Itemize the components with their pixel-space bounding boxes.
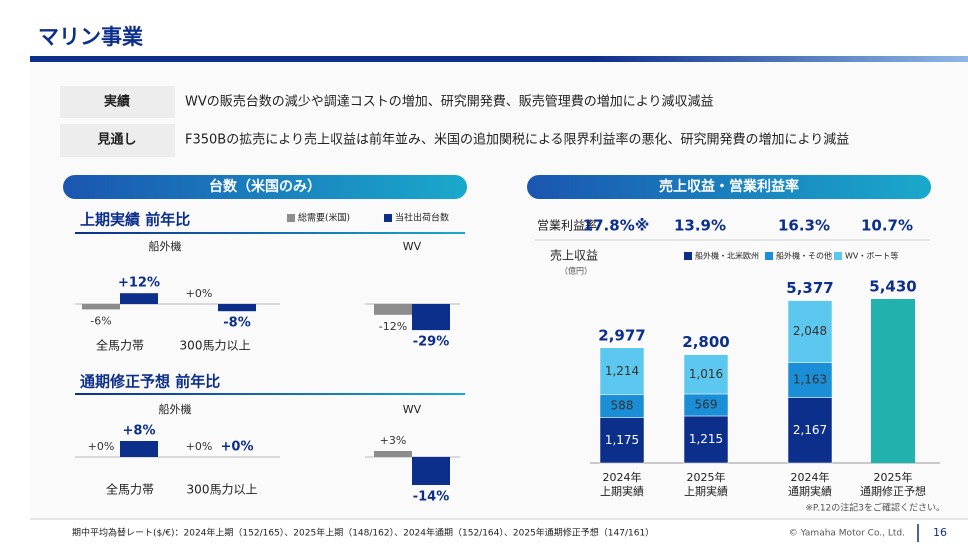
segment-label: 1,214 bbox=[605, 364, 639, 378]
bar-segment bbox=[683, 415, 729, 464]
legend-label: 当社出荷台数 bbox=[395, 212, 449, 224]
chart-title: 通期修正予想 前年比 bbox=[80, 373, 220, 391]
value-label: +0% bbox=[186, 440, 213, 453]
category-label: 2025年 bbox=[874, 470, 913, 484]
bar bbox=[82, 304, 120, 310]
value-label: +0% bbox=[221, 440, 254, 455]
y-axis-unit: （億円） bbox=[560, 266, 592, 276]
bar-segment bbox=[787, 397, 833, 464]
bar bbox=[120, 441, 158, 457]
category-label: 通期修正予想 bbox=[860, 484, 926, 498]
bar-segment bbox=[787, 362, 833, 398]
segment-label: 2,167 bbox=[793, 423, 827, 437]
panel-header bbox=[527, 175, 931, 199]
total-label: 5,377 bbox=[786, 279, 833, 297]
bar-segment bbox=[599, 347, 645, 396]
category-label: 2025年 bbox=[687, 470, 726, 484]
value-label: -12% bbox=[379, 320, 407, 333]
category-label: 通期実績 bbox=[788, 484, 832, 498]
value-label: +0% bbox=[186, 287, 213, 300]
y-axis-label: 売上収益 bbox=[550, 248, 598, 263]
value-label: -6% bbox=[90, 314, 111, 327]
summary-label-box bbox=[60, 86, 175, 118]
value-label: +3% bbox=[380, 434, 407, 447]
chart-subtitle: WV bbox=[403, 403, 422, 416]
chart-title: 上期実績 前年比 bbox=[80, 211, 190, 229]
summary-label-box bbox=[60, 124, 175, 157]
margin-value: 16.3% bbox=[778, 217, 830, 235]
chart-subtitle: 船外機 bbox=[149, 239, 182, 253]
page-title: マリン事業 bbox=[38, 25, 144, 49]
margin-value: 17.8%※ bbox=[583, 217, 650, 235]
legend-swatch bbox=[834, 252, 842, 260]
margin-value: 13.9% bbox=[674, 217, 726, 235]
segment-label: 1,016 bbox=[689, 367, 723, 381]
summary-label: 実績 bbox=[104, 94, 130, 110]
segment-label: 1,163 bbox=[793, 372, 827, 386]
category-label: 上期実績 bbox=[600, 484, 644, 498]
category-label: 全馬力帯 bbox=[96, 338, 144, 353]
legend-swatch bbox=[384, 214, 392, 222]
total-label: 2,800 bbox=[682, 333, 729, 351]
legend-label: 船外機・その他 bbox=[776, 251, 832, 261]
note: ※P.12の注記3をご確認ください。 bbox=[805, 502, 945, 514]
segment-label: 1,215 bbox=[689, 432, 723, 446]
category-label: 300馬力以上 bbox=[187, 483, 258, 497]
margin-value: 10.7% bbox=[861, 217, 913, 235]
margin-title: 営業利益率 bbox=[537, 218, 597, 233]
value-label: +12% bbox=[118, 276, 160, 291]
summary-text: WVの販売台数の減少や調達コストの増加、研究開発費、販売管理費の増加により減収減… bbox=[185, 94, 714, 110]
bar bbox=[120, 293, 158, 304]
bar bbox=[374, 304, 412, 315]
legend-swatch bbox=[287, 214, 295, 222]
section-rule bbox=[75, 232, 465, 234]
page-number: 16 bbox=[933, 526, 947, 539]
value-label: -8% bbox=[223, 316, 250, 331]
bar-segment bbox=[787, 300, 833, 363]
header-rule bbox=[30, 56, 968, 62]
chart-subtitle: 船外機 bbox=[159, 402, 192, 416]
fx-note: 期中平均為替レート($/€)：2024年上期（152/165）、2025年上期（… bbox=[72, 527, 654, 539]
bar bbox=[871, 299, 915, 463]
section-rule bbox=[75, 393, 465, 395]
legend-label: 船外機・北米欧州 bbox=[695, 251, 759, 261]
panel-title: 台数（米国のみ） bbox=[209, 178, 321, 195]
segment-label: 1,175 bbox=[605, 433, 639, 447]
total-label: 2,977 bbox=[598, 326, 645, 344]
category-label: 全馬力帯 bbox=[106, 482, 154, 497]
summary-text: F350Bの拡売により売上収益は前年並み、米国の追加関税による限界利益率の悪化、… bbox=[185, 132, 849, 148]
value-label: -14% bbox=[413, 490, 450, 505]
category-label: 2024年 bbox=[603, 470, 642, 484]
category-label: 2024年 bbox=[791, 470, 830, 484]
segment-label: 569 bbox=[695, 397, 718, 411]
value-label: -29% bbox=[413, 335, 450, 350]
panel-header bbox=[63, 175, 467, 199]
panel-title: 売上収益・営業利益率 bbox=[659, 178, 799, 195]
value-label: +0% bbox=[88, 440, 115, 453]
bar bbox=[374, 451, 412, 457]
bar-segment bbox=[683, 354, 729, 395]
summary-label: 見通し bbox=[96, 132, 136, 148]
legend-swatch bbox=[765, 252, 773, 260]
legend-label: 総需要(米国) bbox=[298, 212, 350, 224]
segment-label: 2,048 bbox=[793, 324, 827, 338]
category-label: 300馬力以上 bbox=[180, 339, 251, 353]
total-label: 5,430 bbox=[869, 278, 916, 296]
legend-label: WV・ボート等 bbox=[845, 251, 898, 261]
bar bbox=[412, 304, 450, 331]
value-label: +8% bbox=[123, 424, 156, 439]
copyright: © Yamaha Motor Co., Ltd. bbox=[789, 529, 905, 539]
bar bbox=[218, 304, 256, 312]
chart-subtitle: WV bbox=[403, 240, 422, 253]
bar bbox=[412, 457, 450, 485]
category-label: 上期実績 bbox=[684, 484, 728, 498]
segment-label: 588 bbox=[611, 399, 634, 413]
legend-swatch bbox=[684, 252, 692, 260]
